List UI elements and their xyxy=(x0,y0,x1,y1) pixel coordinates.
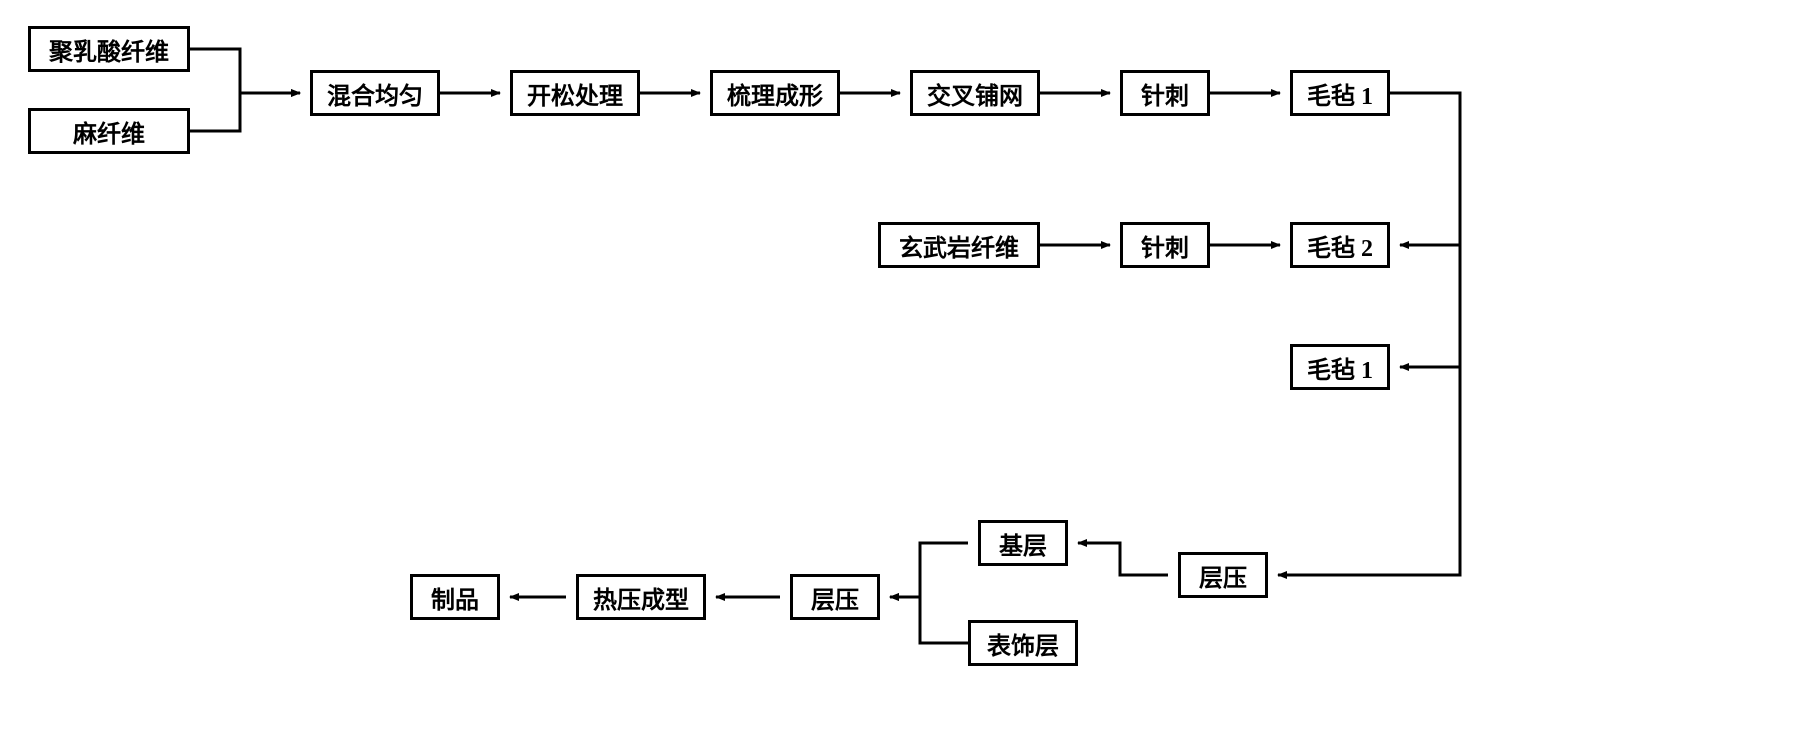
node-felt2: 毛毡 2 xyxy=(1290,222,1390,268)
node-product: 制品 xyxy=(410,574,500,620)
node-input1: 聚乳酸纤维 xyxy=(28,26,190,72)
node-base: 基层 xyxy=(978,520,1068,566)
node-felt1a: 毛毡 1 xyxy=(1290,70,1390,116)
node-needle2: 针刺 xyxy=(1120,222,1210,268)
node-hotpress: 热压成型 xyxy=(576,574,706,620)
node-open: 开松处理 xyxy=(510,70,640,116)
node-input2: 麻纤维 xyxy=(28,108,190,154)
node-lam2: 层压 xyxy=(790,574,880,620)
node-basalt: 玄武岩纤维 xyxy=(878,222,1040,268)
node-felt1b: 毛毡 1 xyxy=(1290,344,1390,390)
node-card: 梳理成形 xyxy=(710,70,840,116)
node-cross: 交叉铺网 xyxy=(910,70,1040,116)
node-surface: 表饰层 xyxy=(968,620,1078,666)
node-lam1: 层压 xyxy=(1178,552,1268,598)
node-mix: 混合均匀 xyxy=(310,70,440,116)
arrow-layer xyxy=(0,0,1810,754)
node-needle1: 针刺 xyxy=(1120,70,1210,116)
